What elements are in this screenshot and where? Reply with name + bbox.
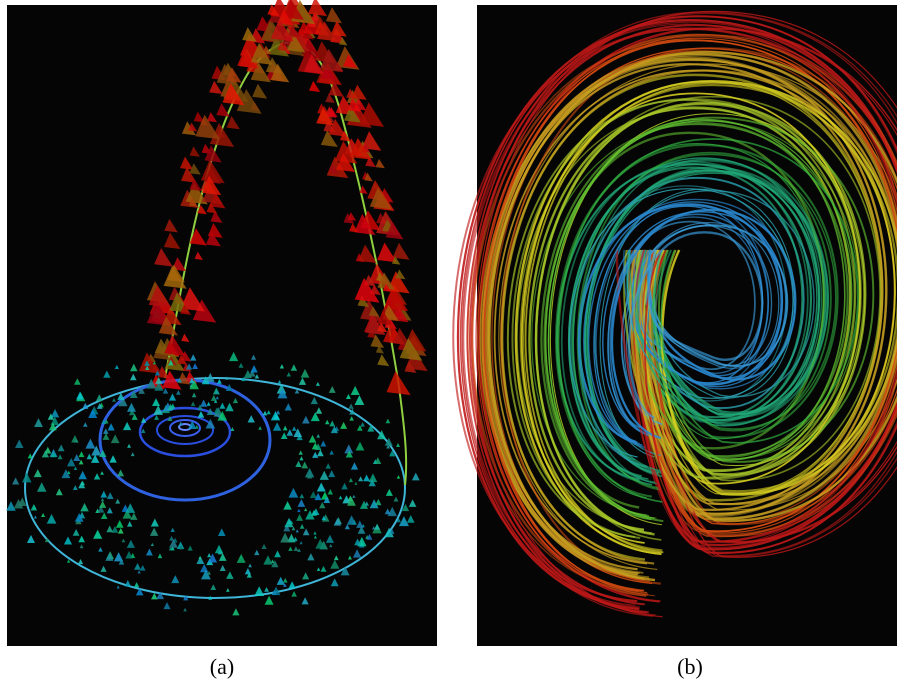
figure: (a) (b) bbox=[0, 0, 897, 684]
panel-a bbox=[6, 0, 437, 646]
panel-b bbox=[453, 5, 897, 646]
caption: (b) bbox=[677, 654, 703, 679]
caption: (a) bbox=[210, 654, 234, 679]
